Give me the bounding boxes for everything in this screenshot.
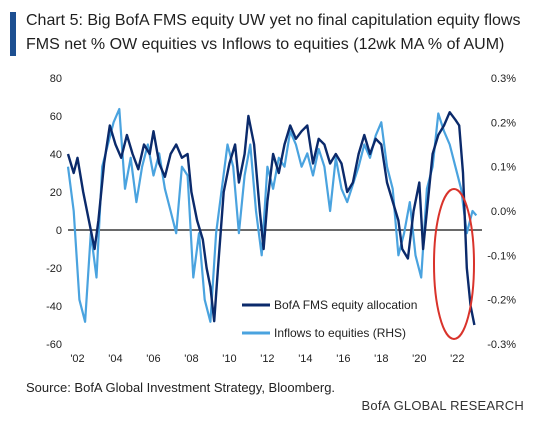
y-left-tick-label: 40 bbox=[50, 149, 62, 161]
y-left-tick-label: -40 bbox=[46, 301, 62, 313]
y-left-tick-label: -60 bbox=[46, 339, 62, 351]
y-right-tick-label: -0.2% bbox=[487, 295, 516, 307]
chart-title: Chart 5: Big BofA FMS equity UW yet no f… bbox=[26, 12, 521, 29]
y-right-tick-label: 0.3% bbox=[491, 73, 516, 85]
x-tick-label: '20 bbox=[412, 353, 426, 365]
y-left-tick-label: 60 bbox=[50, 111, 62, 123]
series-line-inflows-to-equities bbox=[66, 107, 478, 323]
y-left-tick-label: 0 bbox=[56, 225, 62, 237]
x-tick-label: '16 bbox=[336, 353, 350, 365]
y-right-tick-label: 0.0% bbox=[491, 206, 516, 218]
x-tick-label: '12 bbox=[260, 353, 274, 365]
y-right-tick-label: 0.2% bbox=[491, 117, 516, 129]
y-left-tick-label: 20 bbox=[50, 187, 62, 199]
x-tick-label: '10 bbox=[222, 353, 236, 365]
x-tick-label: '02 bbox=[70, 353, 84, 365]
y-left-tick-label: -20 bbox=[46, 263, 62, 275]
legend-inflows-label: Inflows to equities (RHS) bbox=[274, 326, 406, 340]
y-right-tick-label: 0.1% bbox=[491, 162, 516, 174]
legend-fms-label: BofA FMS equity allocation bbox=[274, 298, 417, 312]
source-note: Source: BofA Global Investment Strategy,… bbox=[26, 380, 336, 395]
title-accent-bar bbox=[10, 12, 16, 56]
x-tick-label: '08 bbox=[184, 353, 198, 365]
y-right-tick-label: -0.1% bbox=[487, 250, 516, 262]
x-tick-label: '14 bbox=[298, 353, 312, 365]
highlight-ellipse bbox=[433, 188, 475, 340]
brand-label: BofA GLOBAL RESEARCH bbox=[361, 398, 524, 413]
x-tick-label: '22 bbox=[450, 353, 464, 365]
y-right-tick-label: -0.3% bbox=[487, 339, 516, 351]
y-left-tick-label: 80 bbox=[50, 73, 62, 85]
x-tick-label: '04 bbox=[108, 353, 122, 365]
series-line-fms-equity-allocation bbox=[66, 110, 476, 326]
x-tick-label: '18 bbox=[374, 353, 388, 365]
chart-subtitle: FMS net % OW equities vs Inflows to equi… bbox=[26, 36, 505, 53]
x-tick-label: '06 bbox=[146, 353, 160, 365]
